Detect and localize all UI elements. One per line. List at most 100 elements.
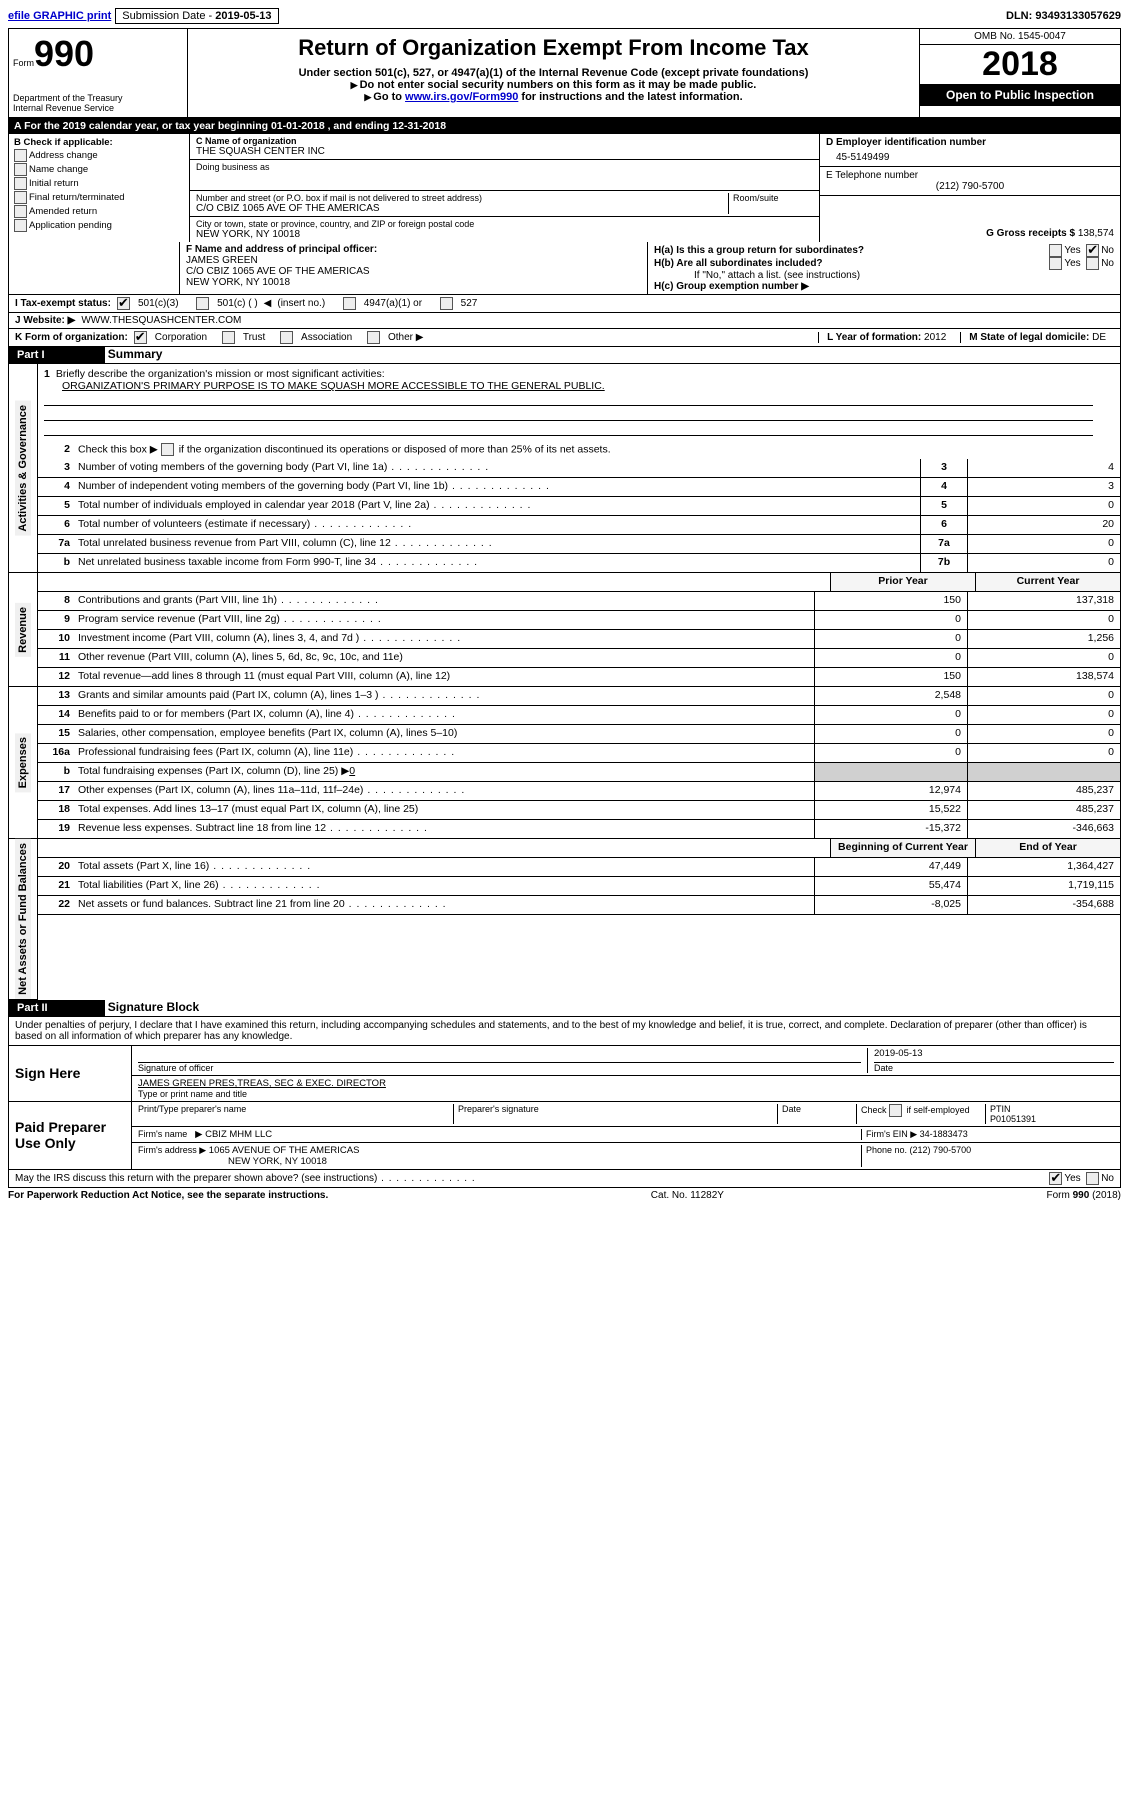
- hb-yes-checkbox[interactable]: [1049, 257, 1062, 270]
- discuss-yes-checkbox[interactable]: [1049, 1172, 1062, 1185]
- i-4947-checkbox[interactable]: [343, 297, 356, 310]
- l4-label: Number of independent voting members of …: [74, 478, 920, 496]
- irs-label: Internal Revenue Service: [13, 103, 183, 113]
- i-501c-checkbox[interactable]: [196, 297, 209, 310]
- row-j: J Website: ▶ WWW.THESQUASHCENTER.COM: [8, 313, 1121, 329]
- ha-no-checkbox[interactable]: [1086, 244, 1099, 257]
- ha-yes-checkbox[interactable]: [1049, 244, 1062, 257]
- firm-phone: (212) 790-5700: [910, 1145, 972, 1155]
- omb-number: OMB No. 1545-0047: [920, 29, 1120, 45]
- ha-label: H(a) Is this a group return for subordin…: [654, 245, 1049, 256]
- officer-name: JAMES GREEN: [186, 255, 641, 266]
- discuss-row: May the IRS discuss this return with the…: [8, 1170, 1121, 1188]
- c11: 0: [967, 649, 1120, 667]
- submission-date-box: Submission Date - 2019-05-13: [115, 8, 278, 24]
- efile-link[interactable]: efile GRAPHIC print: [8, 10, 111, 22]
- l7a-val: 0: [967, 535, 1120, 553]
- submission-date-label: Submission Date -: [122, 10, 215, 22]
- p12: 150: [814, 668, 967, 686]
- l2-checkbox[interactable]: [161, 443, 174, 456]
- hb-no-checkbox[interactable]: [1086, 257, 1099, 270]
- section-fh: F Name and address of principal officer:…: [8, 242, 1121, 295]
- ptin-value: P01051391: [990, 1114, 1110, 1124]
- form-word: Form: [13, 58, 34, 68]
- k-assoc-checkbox[interactable]: [280, 331, 293, 344]
- discuss-no-checkbox[interactable]: [1086, 1172, 1099, 1185]
- state-domicile: DE: [1092, 332, 1106, 343]
- p14: 0: [814, 706, 967, 724]
- c17: 485,237: [967, 782, 1120, 800]
- cb-initial-return[interactable]: Initial return: [14, 177, 184, 190]
- p22: -8,025: [814, 896, 967, 914]
- part1-title: Summary: [108, 347, 163, 361]
- i-527-checkbox[interactable]: [440, 297, 453, 310]
- tab-expenses: Expenses: [15, 733, 31, 792]
- submission-date: 2019-05-13: [215, 10, 271, 22]
- sig-officer-label: Signature of officer: [138, 1063, 861, 1073]
- firm-address: 1065 AVENUE OF THE AMERICAS: [209, 1145, 360, 1156]
- hc-label: H(c) Group exemption number ▶: [654, 281, 1114, 292]
- hb-note: If "No," attach a list. (see instruction…: [654, 270, 1114, 281]
- p18: 15,522: [814, 801, 967, 819]
- form-ref: Form 990 (2018): [1047, 1190, 1121, 1201]
- officer-addr1: C/O CBIZ 1065 AVE OF THE AMERICAS: [186, 266, 641, 277]
- part1-header: Part I Summary: [8, 347, 1121, 364]
- dba-label: Doing business as: [196, 162, 813, 172]
- sig-date-label: Date: [874, 1063, 1114, 1073]
- end-year-hdr: End of Year: [975, 839, 1120, 857]
- self-employed-checkbox[interactable]: [889, 1104, 902, 1117]
- firm-address2: NEW YORK, NY 10018: [138, 1156, 861, 1167]
- cb-address-change[interactable]: Address change: [14, 149, 184, 162]
- c18: 485,237: [967, 801, 1120, 819]
- l5-val: 0: [967, 497, 1120, 515]
- website-value: WWW.THESQUASHCENTER.COM: [81, 315, 241, 326]
- c15: 0: [967, 725, 1120, 743]
- top-bar: efile GRAPHIC print Submission Date - 20…: [8, 8, 1121, 24]
- p15: 0: [814, 725, 967, 743]
- j-label: J Website: ▶: [15, 315, 75, 326]
- k-trust-checkbox[interactable]: [222, 331, 235, 344]
- l16b-val: 0: [349, 765, 355, 777]
- prep-date-label: Date: [778, 1104, 857, 1124]
- l1-label: Briefly describe the organization's miss…: [56, 368, 385, 380]
- p10: 0: [814, 630, 967, 648]
- l7b-val: 0: [967, 554, 1120, 572]
- phone-label: E Telephone number: [826, 170, 1114, 181]
- l6-label: Total number of volunteers (estimate if …: [74, 516, 920, 534]
- room-label: Room/suite: [728, 193, 813, 214]
- sign-here-label: Sign Here: [9, 1046, 132, 1101]
- form-header: Form990 Department of the Treasury Inter…: [8, 28, 1121, 118]
- gross-receipts-value: 138,574: [1078, 228, 1114, 239]
- l3-label: Number of voting members of the governin…: [74, 459, 920, 477]
- c8: 137,318: [967, 592, 1120, 610]
- form-title: Return of Organization Exempt From Incom…: [192, 35, 915, 61]
- header-sub2: Do not enter social security numbers on …: [192, 79, 915, 91]
- cb-amended[interactable]: Amended return: [14, 205, 184, 218]
- c20: 1,364,427: [967, 858, 1120, 876]
- c10: 1,256: [967, 630, 1120, 648]
- sig-date: 2019-05-13: [874, 1048, 1114, 1063]
- c16a: 0: [967, 744, 1120, 762]
- ein-value: 45-5149499: [826, 148, 1114, 163]
- curr-year-hdr: Current Year: [975, 573, 1120, 591]
- tax-year: 2018: [920, 45, 1120, 84]
- tab-revenue: Revenue: [15, 603, 31, 657]
- phone-value: (212) 790-5700: [826, 181, 1114, 192]
- dln: DLN: 93493133057629: [1006, 10, 1121, 22]
- cb-name-change[interactable]: Name change: [14, 163, 184, 176]
- cb-application-pending[interactable]: Application pending: [14, 219, 184, 232]
- col-f: F Name and address of principal officer:…: [180, 242, 648, 294]
- k-other-checkbox[interactable]: [367, 331, 380, 344]
- org-city: NEW YORK, NY 10018: [196, 229, 813, 240]
- city-label: City or town, state or province, country…: [196, 219, 813, 229]
- instructions-link[interactable]: www.irs.gov/Form990: [405, 91, 518, 103]
- prep-name-label: Print/Type preparer's name: [138, 1104, 454, 1124]
- part1-content: Activities & Governance 1Briefly describ…: [8, 364, 1121, 1000]
- l7a-label: Total unrelated business revenue from Pa…: [74, 535, 920, 553]
- p21: 55,474: [814, 877, 967, 895]
- c9: 0: [967, 611, 1120, 629]
- i-501c3-checkbox[interactable]: [117, 297, 130, 310]
- cb-final-return[interactable]: Final return/terminated: [14, 191, 184, 204]
- k-corp-checkbox[interactable]: [134, 331, 147, 344]
- col-c: C Name of organization THE SQUASH CENTER…: [190, 134, 820, 242]
